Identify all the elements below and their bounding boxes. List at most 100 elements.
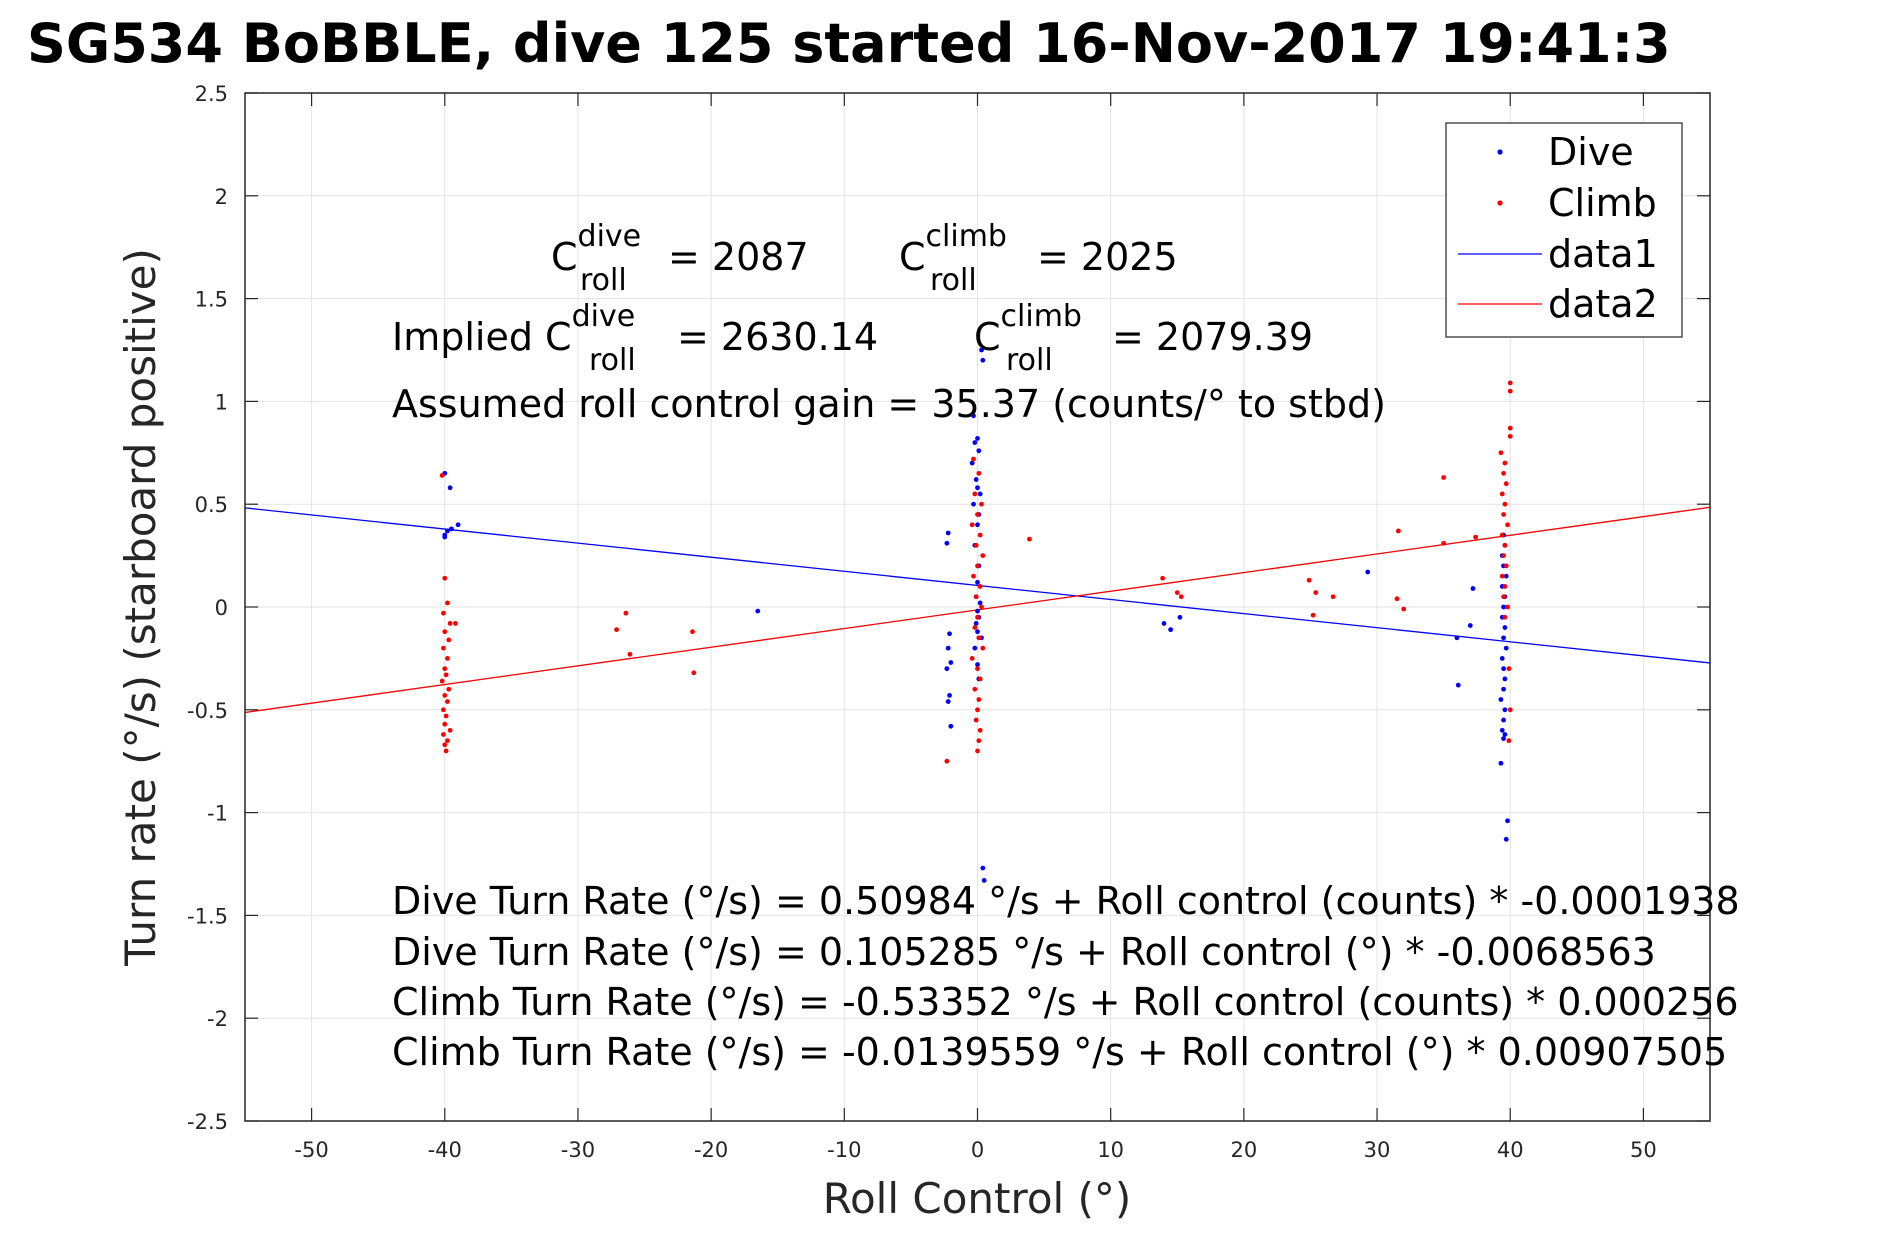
y-tick-label: 0 <box>215 596 228 620</box>
point-climb <box>443 672 449 678</box>
point-climb <box>1507 707 1513 713</box>
point-climb <box>1499 573 1505 579</box>
annotation-eq4: Climb Turn Rate (°/s) = -0.0139559 °/s +… <box>392 1030 1727 1074</box>
annotation-eq1: Dive Turn Rate (°/s) = 0.50984 °/s + Rol… <box>392 879 1740 923</box>
point-dive <box>1177 614 1183 620</box>
x-tick-label: 0 <box>971 1138 984 1162</box>
x-tick-label: -10 <box>827 1138 861 1162</box>
point-dive <box>945 645 951 651</box>
point-climb <box>447 621 453 626</box>
point-climb <box>1506 666 1512 672</box>
y-tick-label: 0.5 <box>195 493 228 517</box>
point-climb <box>976 470 982 476</box>
legend-dive-marker <box>1497 149 1503 155</box>
point-dive <box>1501 686 1506 692</box>
point-climb <box>977 584 983 589</box>
point-climb <box>1441 540 1447 546</box>
point-climb <box>441 732 446 737</box>
point-climb <box>442 721 448 727</box>
point-climb <box>1501 553 1506 558</box>
point-dive <box>947 631 952 637</box>
annotation-c-roll: Cdive roll= 2087 Cclimb roll= 2025 <box>551 219 1178 298</box>
point-climb <box>971 573 976 579</box>
point-climb <box>1310 612 1316 618</box>
point-climb <box>442 742 448 748</box>
point-dive <box>447 485 453 491</box>
point-dive <box>975 579 980 585</box>
point-climb <box>453 621 458 626</box>
y-tick-label: 1 <box>215 390 228 414</box>
point-climb <box>1505 522 1510 528</box>
point-climb <box>614 627 619 633</box>
point-dive <box>948 660 954 665</box>
point-climb <box>971 456 976 462</box>
point-dive <box>1470 586 1476 591</box>
point-dive <box>945 699 951 704</box>
point-dive <box>449 526 454 532</box>
point-climb <box>1503 481 1509 487</box>
point-climb <box>442 693 448 698</box>
point-dive <box>947 693 952 698</box>
point-climb <box>977 532 983 538</box>
point-climb <box>1498 450 1504 456</box>
annotation-implied: Implied Cdive roll= 2630.14 Cclimb roll= 2… <box>392 299 1313 378</box>
point-climb <box>1507 388 1513 394</box>
point-dive <box>977 491 983 497</box>
point-climb <box>975 614 980 620</box>
point-dive <box>973 621 979 626</box>
point-dive <box>1505 818 1510 824</box>
point-climb <box>1178 594 1184 600</box>
y-tick-label: -2.5 <box>187 1110 228 1134</box>
x-tick-label: 10 <box>1097 1138 1124 1162</box>
point-dive <box>442 534 448 540</box>
point-climb <box>690 629 695 635</box>
point-climb <box>442 666 448 672</box>
point-dive <box>945 530 951 536</box>
point-dive <box>1502 732 1508 737</box>
point-climb <box>980 553 986 558</box>
point-climb <box>1330 594 1336 600</box>
point-climb <box>975 748 980 754</box>
point-climb <box>442 575 448 581</box>
y-tick-label: -1 <box>207 802 228 826</box>
point-climb <box>1501 594 1506 600</box>
point-climb <box>980 645 986 651</box>
point-climb <box>1174 590 1180 596</box>
point-dive <box>971 413 976 419</box>
point-dive <box>1498 697 1504 702</box>
x-tick-label: 50 <box>1630 1138 1657 1162</box>
x-tick-label: -50 <box>294 1138 328 1162</box>
point-climb <box>1441 475 1447 480</box>
point-dive <box>1499 656 1505 661</box>
point-climb <box>1499 532 1505 538</box>
y-tick-label: 1.5 <box>195 288 228 312</box>
point-dive <box>455 522 461 528</box>
point-dive <box>976 448 982 454</box>
point-dive <box>1502 707 1508 713</box>
point-climb <box>1507 433 1513 439</box>
annotation-eq2: Dive Turn Rate (°/s) = 0.105285 °/s + Ro… <box>392 930 1656 974</box>
point-climb <box>972 686 978 692</box>
point-dive <box>1168 627 1174 633</box>
point-climb <box>1503 563 1509 569</box>
point-climb <box>441 707 446 713</box>
point-climb <box>445 656 450 661</box>
point-dive <box>1501 666 1506 672</box>
point-climb <box>976 738 982 744</box>
point-climb <box>979 501 984 507</box>
x-tick-label: 20 <box>1230 1138 1257 1162</box>
point-climb <box>976 697 982 702</box>
point-climb <box>1160 575 1166 581</box>
point-climb <box>627 651 633 657</box>
point-climb <box>1501 470 1506 476</box>
point-climb <box>975 512 980 517</box>
annotation-implied-climb: Cclimb roll= 2079.39 <box>974 299 1313 378</box>
point-climb <box>973 594 979 600</box>
point-dive <box>980 865 986 871</box>
y-tick-label: -2 <box>207 1007 228 1031</box>
point-climb <box>623 610 629 616</box>
point-climb <box>445 699 450 704</box>
x-tick-label: -40 <box>428 1138 462 1162</box>
point-dive <box>975 629 980 635</box>
point-dive <box>445 528 450 534</box>
